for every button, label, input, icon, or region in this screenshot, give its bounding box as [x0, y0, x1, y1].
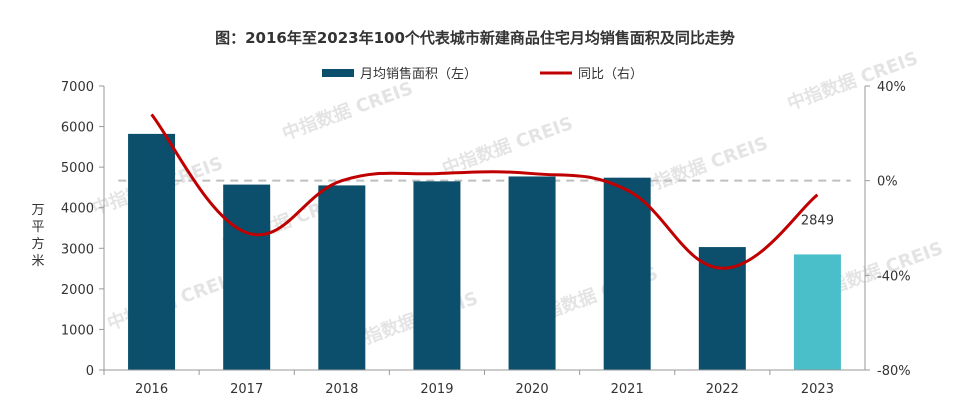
bar-2019 — [413, 181, 461, 370]
watermark-text: 中指数据 CREIS — [634, 132, 771, 200]
data-label-layer: 2849 — [801, 213, 834, 228]
left-tick-label: 3000 — [61, 242, 94, 257]
x-tick-label: 2017 — [230, 382, 263, 397]
legend-swatch-area — [322, 69, 354, 77]
left-tick-label: 7000 — [61, 80, 94, 95]
y-axis-label-char: 平 — [31, 220, 44, 235]
x-tick-label: 2022 — [706, 382, 739, 397]
watermark-text: 中指数据 CREIS — [439, 112, 576, 180]
right-tick-label: -40% — [877, 269, 911, 284]
legend-label-area: 月均销售面积（左） — [360, 66, 477, 82]
left-tick-label: 1000 — [61, 323, 94, 338]
bars-layer — [128, 133, 841, 370]
bar-2020 — [508, 176, 556, 370]
y-axis-label-char: 万 — [31, 203, 44, 218]
right-tick-label: 40% — [877, 80, 906, 95]
y-axis-label: 万平方米 — [31, 203, 44, 269]
chart-title: 图：2016年至2023年100个代表城市新建商品住宅月均销售面积及同比走势 — [215, 29, 735, 47]
left-tick-label: 2000 — [61, 283, 94, 298]
left-tick-label: 5000 — [61, 161, 94, 176]
left-tick-label: 4000 — [61, 202, 94, 217]
x-tick-label: 2021 — [611, 382, 644, 397]
x-tick-label: 2018 — [325, 382, 358, 397]
bar-2021 — [603, 177, 651, 370]
bar-2023 — [793, 254, 841, 370]
data-label: 2849 — [801, 213, 834, 228]
right-tick-label: -80% — [877, 364, 911, 379]
yoy-line — [150, 113, 819, 270]
y-axis-label-char: 方 — [31, 236, 44, 252]
left-tick-label: 6000 — [61, 121, 94, 136]
x-tick-label: 2023 — [801, 382, 834, 397]
line-layer — [150, 113, 819, 270]
y-axis-label-char: 米 — [31, 254, 44, 269]
legend-label-yoy: 同比（右） — [578, 67, 643, 82]
bar-2016 — [128, 133, 176, 370]
x-tick-label: 2016 — [135, 382, 168, 397]
bar-2017 — [223, 184, 271, 370]
watermark-text: 中指数据 CREIS — [279, 77, 416, 145]
x-tick-label: 2019 — [420, 382, 453, 397]
left-tick-label: 0 — [86, 364, 94, 379]
axes-layer: 0 1000 2000 3000 4000 5000 6000 7000 40% 0% -40% -8… — [61, 80, 911, 397]
bar-2018 — [318, 185, 366, 370]
right-tick-label: 0% — [877, 175, 898, 190]
legend: 月均销售面积（左） 同比（右） — [322, 66, 643, 82]
x-tick-label: 2020 — [516, 382, 549, 397]
